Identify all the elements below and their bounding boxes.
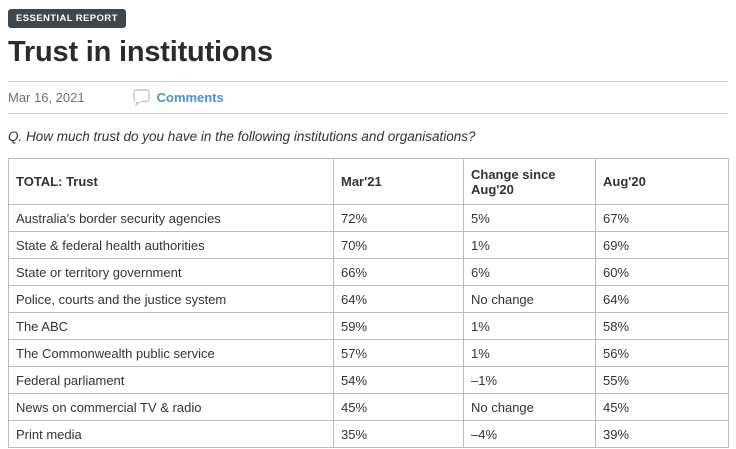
value-change: 1%	[463, 339, 596, 367]
value-change: –4%	[463, 420, 596, 448]
value-change: 5%	[463, 204, 596, 232]
table-row: The ABC 59% 1% 58%	[8, 312, 729, 340]
row-label: State or territory government	[8, 258, 334, 286]
table-row: Federal parliament 54% –1% 55%	[8, 366, 729, 394]
value-mar21: 45%	[333, 393, 464, 421]
row-label: Print media	[8, 420, 334, 448]
col-header-mar21: Mar'21	[333, 158, 464, 205]
col-header-total-trust: TOTAL: Trust	[8, 158, 334, 205]
row-label: News on commercial TV & radio	[8, 393, 334, 421]
value-change: 6%	[463, 258, 596, 286]
row-label: The ABC	[8, 312, 334, 340]
essential-report-badge[interactable]: ESSENTIAL REPORT	[8, 9, 126, 28]
table-row: Australia's border security agencies 72% 5…	[8, 204, 729, 232]
divider-top	[8, 81, 728, 82]
value-aug20: 69%	[595, 231, 729, 259]
speech-bubble-icon	[132, 89, 151, 107]
value-change: –1%	[463, 366, 596, 394]
value-aug20: 67%	[595, 204, 729, 232]
comments-link[interactable]: Comments	[132, 89, 224, 107]
page-title: Trust in institutions	[8, 36, 273, 68]
trust-table: TOTAL: Trust Mar'21 Change since Aug'20 …	[8, 158, 729, 448]
value-change: No change	[463, 285, 596, 313]
col-header-aug20: Aug'20	[595, 158, 729, 205]
col-header-change: Change since Aug'20	[463, 158, 596, 205]
value-mar21: 70%	[333, 231, 464, 259]
value-aug20: 64%	[595, 285, 729, 313]
value-aug20: 58%	[595, 312, 729, 340]
value-aug20: 56%	[595, 339, 729, 367]
value-change: No change	[463, 393, 596, 421]
value-mar21: 59%	[333, 312, 464, 340]
meta-row: Mar 16, 2021 Comments	[8, 82, 728, 113]
survey-question: Q. How much trust do you have in the fol…	[8, 129, 476, 144]
value-mar21: 35%	[333, 420, 464, 448]
value-mar21: 66%	[333, 258, 464, 286]
table-header: TOTAL: Trust Mar'21 Change since Aug'20 …	[8, 158, 729, 205]
table-row: State or territory government 66% 6% 60%	[8, 258, 729, 286]
value-aug20: 60%	[595, 258, 729, 286]
publish-date: Mar 16, 2021	[8, 90, 85, 105]
table-row: The Commonwealth public service 57% 1% 56%	[8, 339, 729, 367]
table-row: State & federal health authorities 70% 1% 6…	[8, 231, 729, 259]
value-change: 1%	[463, 231, 596, 259]
row-label: The Commonwealth public service	[8, 339, 334, 367]
table-row: News on commercial TV & radio 45% No chang…	[8, 393, 729, 421]
row-label: Australia's border security agencies	[8, 204, 334, 232]
value-aug20: 45%	[595, 393, 729, 421]
header-row: TOTAL: Trust Mar'21 Change since Aug'20 …	[8, 158, 729, 205]
value-change: 1%	[463, 312, 596, 340]
value-mar21: 64%	[333, 285, 464, 313]
row-label: Federal parliament	[8, 366, 334, 394]
value-aug20: 55%	[595, 366, 729, 394]
value-mar21: 72%	[333, 204, 464, 232]
row-label: State & federal health authorities	[8, 231, 334, 259]
table-body: Australia's border security agencies 72% 5…	[8, 204, 729, 448]
value-mar21: 54%	[333, 366, 464, 394]
value-aug20: 39%	[595, 420, 729, 448]
value-mar21: 57%	[333, 339, 464, 367]
table-row: Print media 35% –4% 39%	[8, 420, 729, 448]
comments-label: Comments	[156, 90, 224, 105]
table-row: Police, courts and the justice system 64%…	[8, 285, 729, 313]
row-label: Police, courts and the justice system	[8, 285, 334, 313]
divider-bottom	[8, 113, 728, 114]
